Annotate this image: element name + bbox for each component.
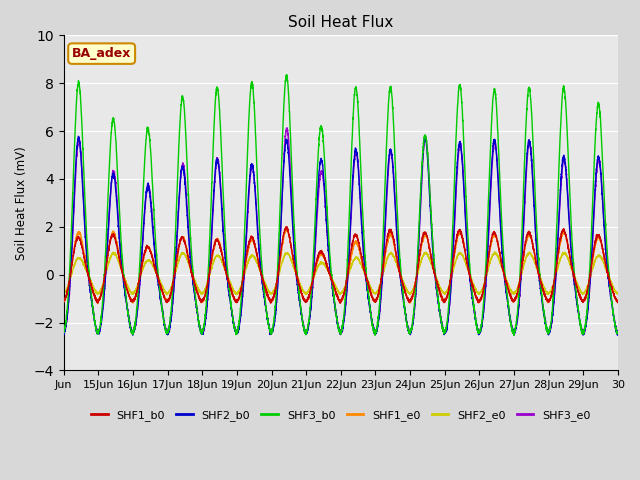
Text: BA_adex: BA_adex <box>72 47 131 60</box>
Y-axis label: Soil Heat Flux (mV): Soil Heat Flux (mV) <box>15 146 28 260</box>
Title: Soil Heat Flux: Soil Heat Flux <box>288 15 394 30</box>
Legend: SHF1_b0, SHF2_b0, SHF3_b0, SHF1_e0, SHF2_e0, SHF3_e0: SHF1_b0, SHF2_b0, SHF3_b0, SHF1_e0, SHF2… <box>86 406 595 425</box>
